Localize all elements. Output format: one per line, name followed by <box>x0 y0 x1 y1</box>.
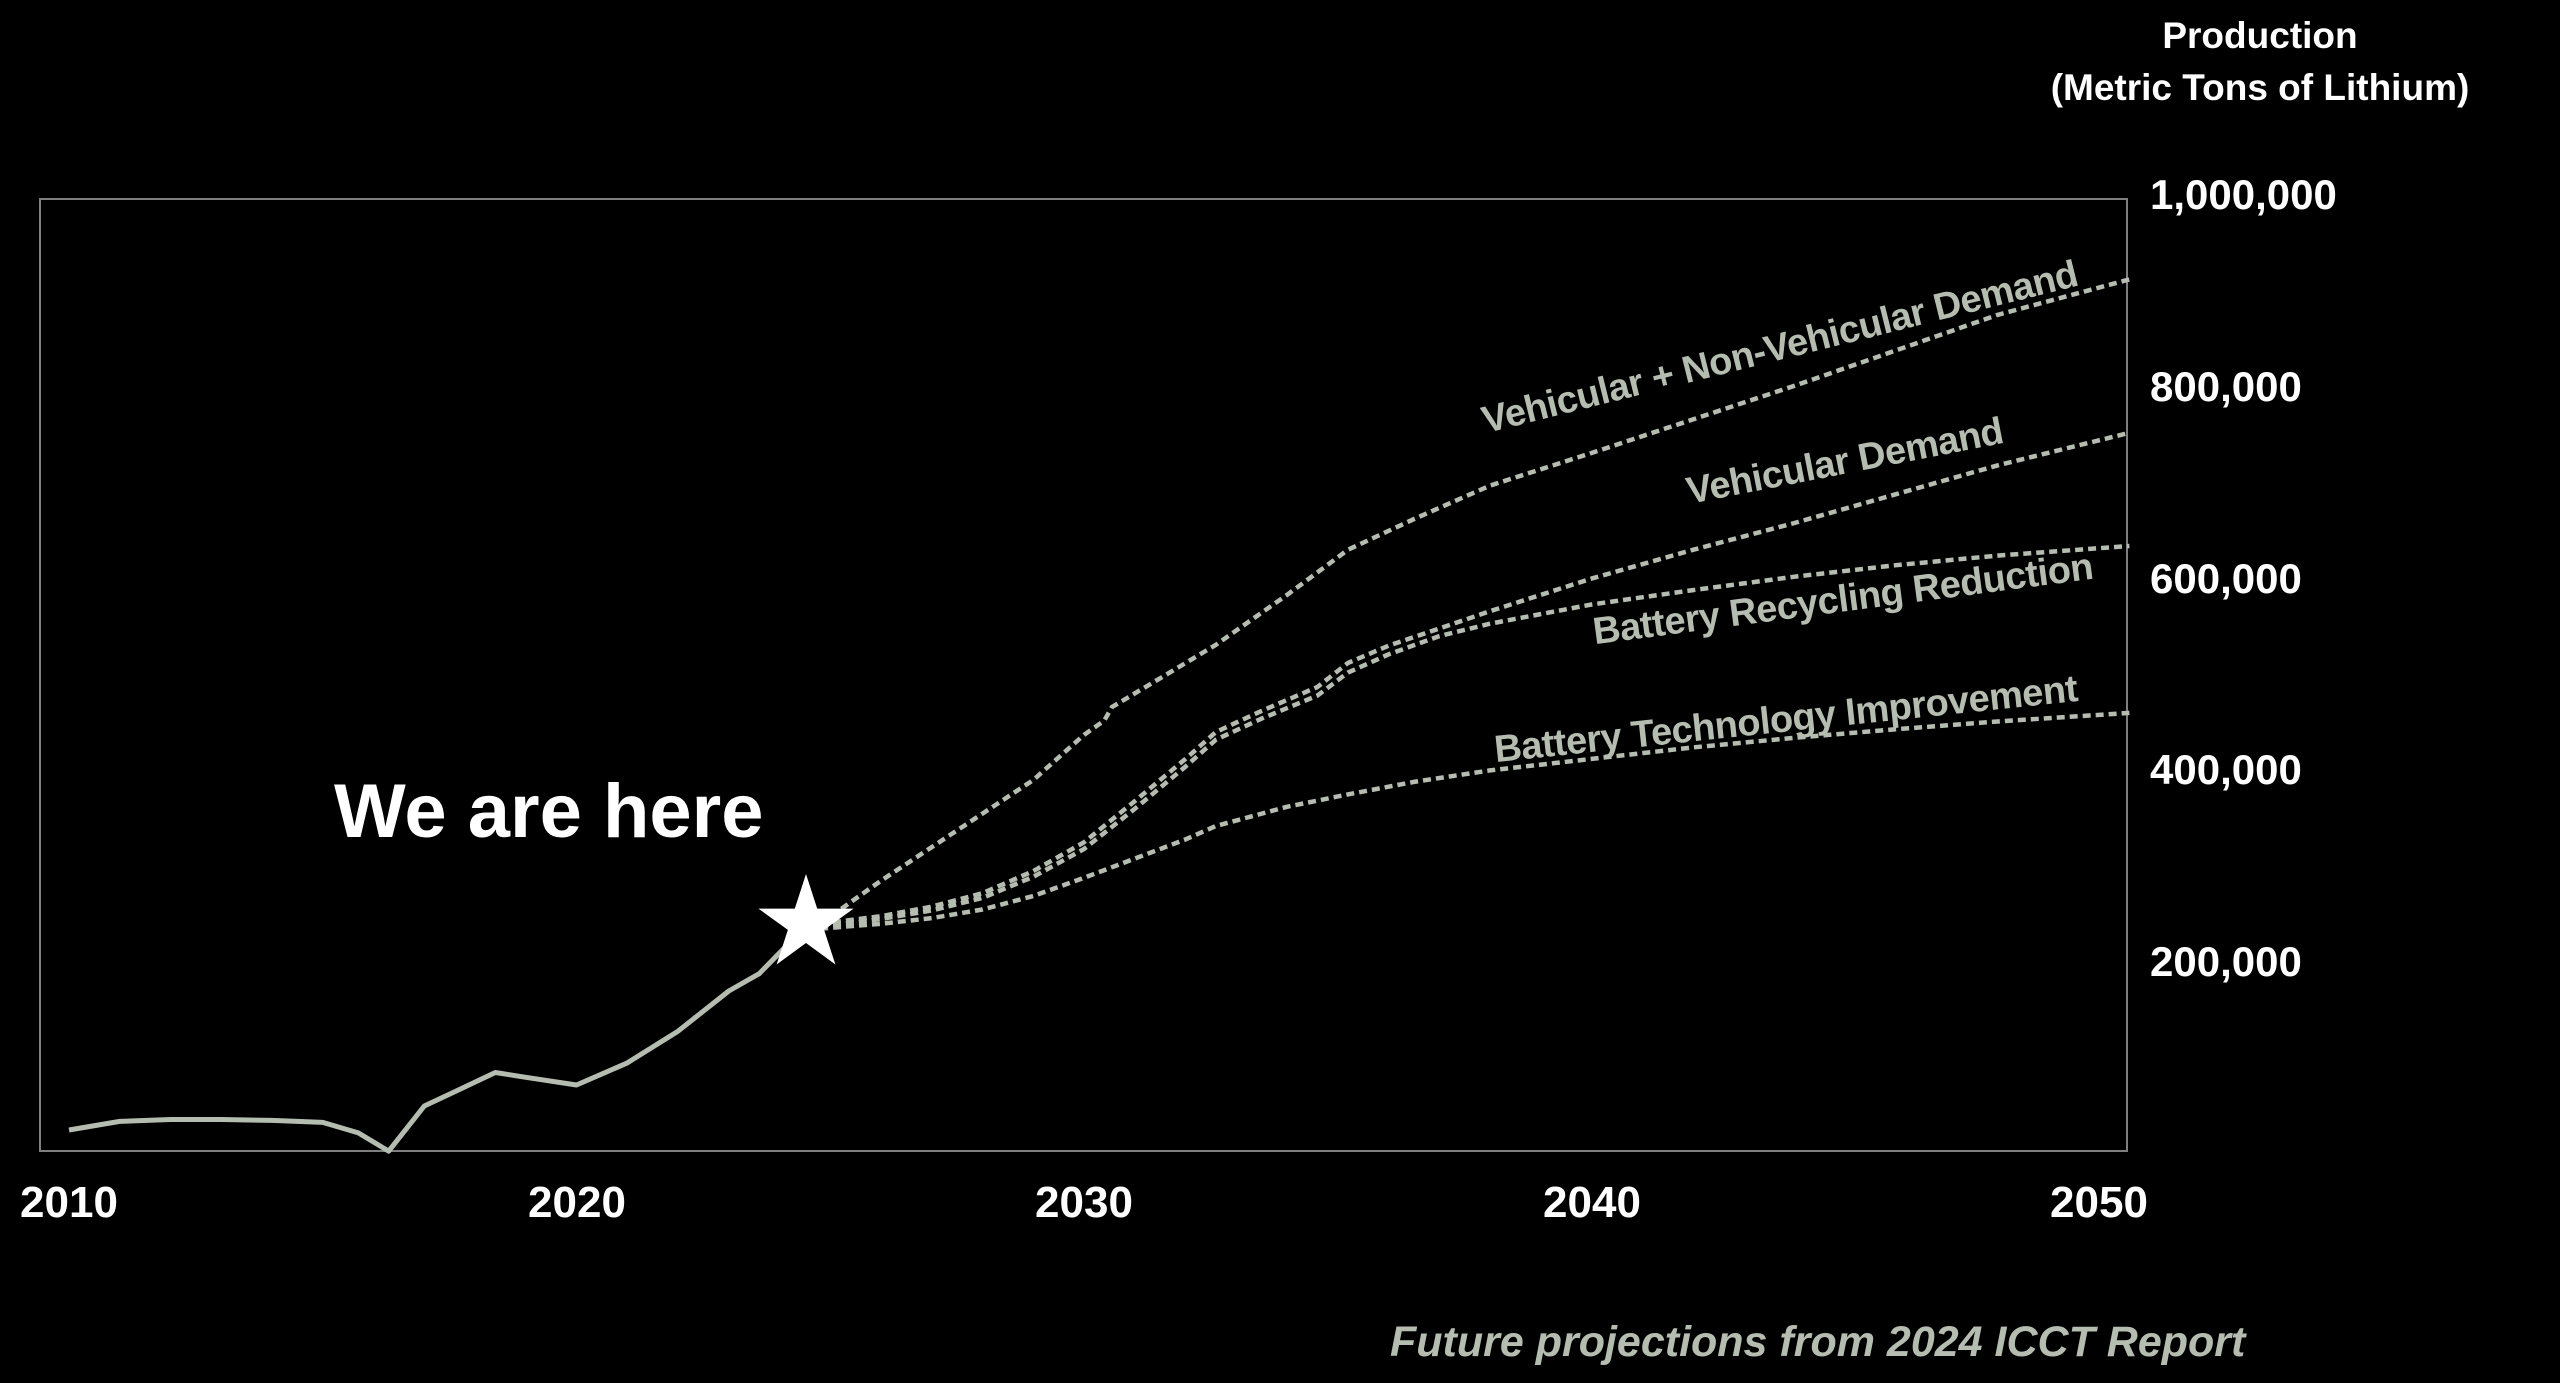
y-axis-title-line1: Production <box>2162 15 2358 56</box>
series-lines <box>68 277 2130 1154</box>
x-tick-2020: 2020 <box>528 1178 626 1227</box>
y-tick-600000: 600,000 <box>2150 555 2302 602</box>
x-tick-2040: 2040 <box>1543 1178 1641 1227</box>
x-tick-2030: 2030 <box>1035 1178 1133 1227</box>
we-are-here-annotation: We are here <box>334 769 764 854</box>
series-line-battery-technology-improvement <box>819 710 2130 931</box>
y-tick-400000: 400,000 <box>2150 746 2302 793</box>
x-tick-2010: 2010 <box>20 1178 118 1227</box>
y-tick-200000: 200,000 <box>2150 938 2302 985</box>
star-icon <box>758 874 854 965</box>
series-line-vehicular-non-vehicular-demand <box>818 277 2130 926</box>
y-axis-title: Production (Metric Tons of Lithium) <box>2050 10 2470 114</box>
series-line-historical-production <box>68 923 812 1154</box>
series-line-vehicular-demand <box>819 430 2130 927</box>
x-tick-2050: 2050 <box>2050 1178 2148 1227</box>
y-tick-800000: 800,000 <box>2150 363 2302 410</box>
source-caption: Future projections from 2024 ICCT Report <box>1390 1318 2246 1366</box>
plot-area-border <box>39 198 2128 1152</box>
y-axis-title-line2: (Metric Tons of Lithium) <box>2050 66 2470 108</box>
y-tick-1000000: 1,000,000 <box>2150 171 2337 218</box>
series-line-battery-recycling-reduction <box>819 543 2130 929</box>
